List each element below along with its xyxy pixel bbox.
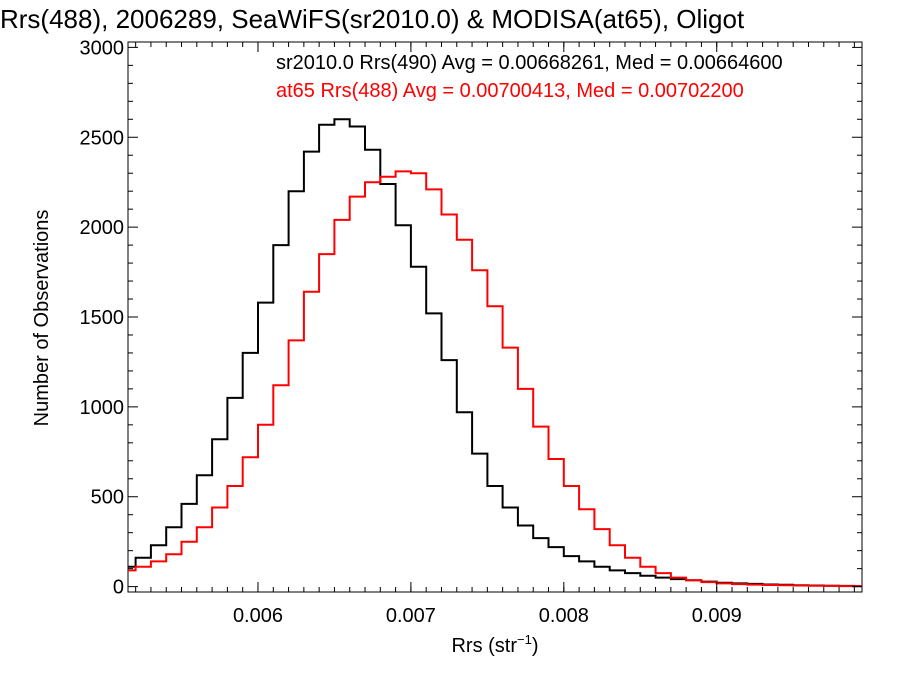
plot-frame bbox=[127, 41, 863, 593]
x-axis-label-main: Rrs (str bbox=[451, 635, 517, 657]
x-tick-label: 0.009 bbox=[692, 605, 742, 627]
y-tick-label: 1500 bbox=[80, 307, 125, 329]
plot-area: 0.006 0.007 0.008 0.009 0 500 1000 1500 2000 2500… bbox=[80, 37, 863, 627]
y-tick-label: 1000 bbox=[80, 397, 125, 419]
x-tick-label: 0.008 bbox=[539, 605, 589, 627]
legend-entry-sr2010: sr2010.0 Rrs(490) Avg = 0.00668261, Med … bbox=[276, 52, 783, 74]
x-tick-label: 0.007 bbox=[386, 605, 436, 627]
series-layer bbox=[128, 118, 862, 588]
series-line-1 bbox=[128, 170, 862, 588]
y-tick-label: 2000 bbox=[80, 217, 125, 239]
legend: sr2010.0 Rrs(490) Avg = 0.00668261, Med … bbox=[276, 52, 783, 102]
x-axis-label: Rrs (str−1) bbox=[451, 632, 538, 657]
y-tick-label: 2500 bbox=[80, 127, 125, 149]
y-axis-label: Number of Observations bbox=[31, 210, 53, 427]
x-tick-label: 0.006 bbox=[233, 605, 283, 627]
chart-title: Rrs(488), 2006289, SeaWiFS(sr2010.0) & M… bbox=[0, 4, 745, 34]
y-tick-label: 3000 bbox=[80, 37, 125, 59]
series-line-0 bbox=[128, 118, 862, 588]
y-tick-label: 0 bbox=[113, 577, 124, 599]
y-tick-label: 500 bbox=[91, 487, 124, 509]
x-axis-label-close: ) bbox=[532, 635, 539, 657]
legend-entry-at65: at65 Rrs(488) Avg = 0.00700413, Med = 0.… bbox=[276, 80, 744, 102]
axes-layer: 0.006 0.007 0.008 0.009 0 500 1000 1500 2000 2500… bbox=[80, 37, 862, 627]
x-axis-label-sup: −1 bbox=[517, 632, 532, 647]
